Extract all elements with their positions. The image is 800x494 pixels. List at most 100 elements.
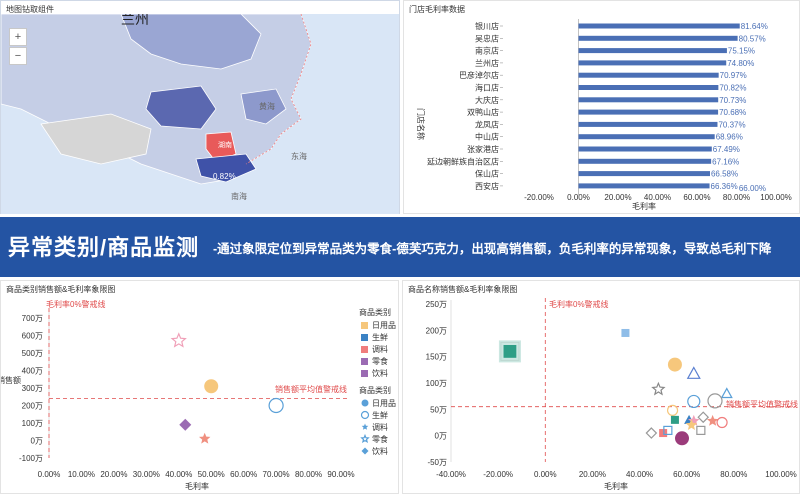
scatter2-xtick-label: 20.00% xyxy=(579,470,606,479)
scatter2-title: 商品名称销售额&毛利率象限图 xyxy=(408,285,518,294)
bar-category-label: 巴彦淖尔店 xyxy=(459,70,499,80)
scatter2-point xyxy=(663,425,673,435)
scatter1-xtick-label: 40.00% xyxy=(165,470,192,479)
scatter2-point xyxy=(716,416,728,429)
scatter1-legend-title-1: 商品类别 xyxy=(359,307,391,317)
bar xyxy=(578,23,740,29)
scatter2-point xyxy=(685,419,698,430)
scatter2-avg-label: 销售额平均值警戒线 xyxy=(726,399,798,409)
scatter1-xtick-label: 10.00% xyxy=(68,470,95,479)
bar xyxy=(578,183,710,189)
bar-xtick-label: 80.00% xyxy=(723,193,750,202)
store-margin-panel: 门店毛利率数据 门店名称 毛利率 66.00% 银川店 81.64% 吴忠店 80.5… xyxy=(403,0,800,214)
bar-category-label: 龙凤店 xyxy=(475,119,499,129)
scatter1-legend-marker xyxy=(361,423,369,430)
bar xyxy=(578,146,712,152)
scatter1-xtick-label: 80.00% xyxy=(295,470,322,479)
bar-category-label: 南京店 xyxy=(475,46,499,56)
scatter2-xtick-label: -40.00% xyxy=(436,470,466,479)
scatter1-title: 商品类别销售额&毛利率象限图 xyxy=(6,285,116,294)
bar-ylabel: 门店名称 xyxy=(416,108,426,140)
zoom-out-button[interactable]: − xyxy=(9,47,27,65)
bar xyxy=(578,109,719,115)
scatter1-ytick-label: 400万 xyxy=(22,367,43,376)
scatter1-xtick-label: 20.00% xyxy=(100,470,127,479)
bar-value-label: 68.96% xyxy=(716,133,743,142)
zoom-in-button[interactable]: + xyxy=(9,28,27,46)
map-province-east xyxy=(240,88,287,125)
scatter1-legend-swatch xyxy=(361,322,368,329)
scatter2-point xyxy=(686,366,701,379)
scatter1-legend-label: 日用品 xyxy=(372,399,396,408)
bar-value-label: 70.73% xyxy=(719,96,746,105)
bar-xtick-label: 60.00% xyxy=(683,193,710,202)
scatter1-point xyxy=(204,379,219,394)
scatter2-ytick-label: 100万 xyxy=(426,379,447,388)
bar xyxy=(578,35,738,41)
scatter1-xtick-label: 30.00% xyxy=(133,470,160,479)
scatter1-xtick-label: 70.00% xyxy=(263,470,290,479)
bar xyxy=(578,85,719,90)
bar-category-label: 保山店 xyxy=(475,169,499,179)
bar-category-label: 银川店 xyxy=(475,21,499,31)
map-value-label: 0.82% xyxy=(213,172,236,181)
scatter2-xtick-label: -20.00% xyxy=(483,470,513,479)
bar-cutoff-label: 66.00% xyxy=(739,184,766,193)
category-scatter-chart: 毛利率0%警戒线 销售额平均值警戒线 商品类别 商品类别 -100万 0万 100万… xyxy=(1,299,396,491)
product-scatter-chart: 毛利率0%警戒线 销售额平均值警戒线 -50万 0万 50万 100万 150万 200万… xyxy=(426,298,798,491)
scatter1-ytick-label: 300万 xyxy=(22,384,43,393)
map-label-hunan: 湖南 xyxy=(218,140,232,149)
scatter1-avg-label: 销售额平均值警戒线 xyxy=(275,384,347,394)
bar-value-label: 80.57% xyxy=(739,34,766,43)
scatter1-ytick-label: 0万 xyxy=(31,437,43,446)
scatter2-xlabel: 毛利率 xyxy=(604,481,628,491)
scatter1-xlabel: 毛利率 xyxy=(185,481,209,491)
map-label-lanzhou: 兰州 xyxy=(121,14,149,27)
bar-category-label: 海口店 xyxy=(475,83,499,93)
scatter1-point xyxy=(268,397,284,414)
bar-category-label: 兰州店 xyxy=(475,58,499,68)
scatter2-point-halo-ring xyxy=(500,341,520,361)
bar-xtick-label: 40.00% xyxy=(644,193,671,202)
scatter1-legend-label: 零食 xyxy=(372,356,388,366)
bar-category-label: 吴忠店 xyxy=(475,33,499,43)
scatter1-legend-label: 调料 xyxy=(372,422,388,432)
scatter2-point xyxy=(667,357,682,372)
scatter1-legend-label: 调料 xyxy=(372,344,388,354)
scatter2-xtick-label: 100.00% xyxy=(765,470,797,479)
scatter2-point xyxy=(675,431,689,446)
scatter1-point xyxy=(179,418,192,431)
bar xyxy=(578,134,715,140)
scatter2-xtick-label: 80.00% xyxy=(720,470,747,479)
map-label-huanghai: 黄海 xyxy=(259,101,275,111)
scatter1-legend-label: 生鲜 xyxy=(372,410,388,420)
scatter1-legend-marker xyxy=(361,447,369,455)
bar-value-label: 81.64% xyxy=(741,22,768,31)
banner-description: -通过象限定位到异常品类为零食-德芙巧克力，出现高销售额，负毛利率的异常现象，导… xyxy=(213,242,772,256)
banner-title: 异常类别/商品监测 xyxy=(8,235,200,260)
scatter2-point xyxy=(707,393,723,409)
scatter1-legend-label: 日用品 xyxy=(372,321,396,330)
map-label-nanhai: 南海 xyxy=(231,191,247,201)
bar-category-label: 张家港店 xyxy=(467,144,499,154)
bar-xlabel: 毛利率 xyxy=(632,201,656,211)
bar-value-label: 67.49% xyxy=(713,145,740,154)
bar xyxy=(578,158,712,164)
scatter1-ytick-label: 700万 xyxy=(22,314,43,323)
scatter1-legend-label: 饮料 xyxy=(372,368,388,378)
scatter1-ytick-label: 500万 xyxy=(22,349,43,358)
scatter2-threshold-label: 毛利率0%警戒线 xyxy=(549,299,609,309)
scatter2-ytick-label: 50万 xyxy=(430,405,447,414)
bar-value-label: 70.82% xyxy=(719,84,746,93)
scatter2-point xyxy=(706,414,719,426)
scatter1-legend-marker xyxy=(360,433,370,444)
scatter2-ytick-label: 150万 xyxy=(426,353,447,362)
china-map[interactable]: 兰州 黄海 东海 南海 湖南 0.82% xyxy=(1,14,399,214)
category-scatter-panel: 商品类别销售额&毛利率象限图 毛利率0%警戒线 销售额平均值警戒线 商品类别 商… xyxy=(0,280,399,494)
scatter2-point xyxy=(696,425,706,435)
scatter2-point xyxy=(720,387,733,399)
bar-category-label: 中山店 xyxy=(475,132,499,142)
bar-value-label: 75.15% xyxy=(728,47,755,56)
scatter2-xtick-label: 40.00% xyxy=(626,470,653,479)
bar xyxy=(578,72,719,78)
